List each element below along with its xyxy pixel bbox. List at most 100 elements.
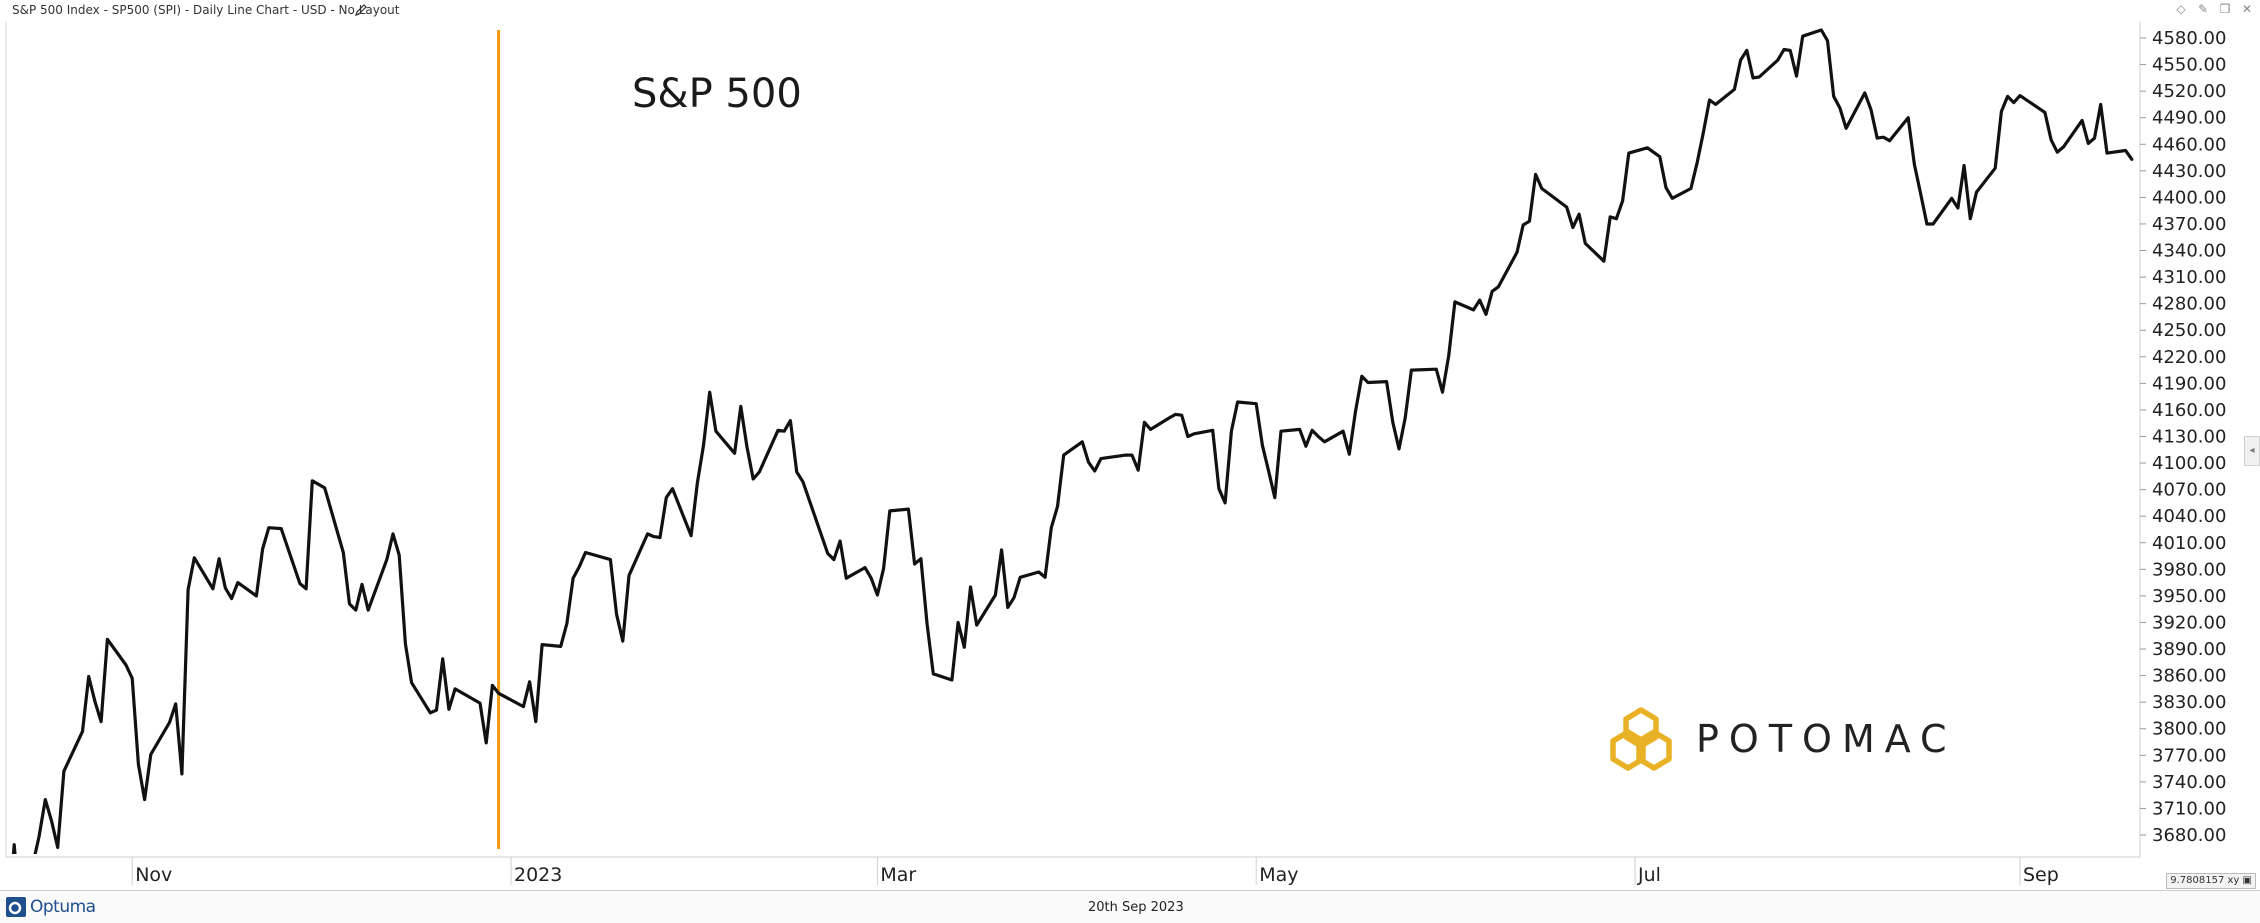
data-point: [18, 852, 22, 856]
y-axis-tick-label: 4100.00: [2152, 453, 2226, 474]
data-point: [1527, 219, 1531, 223]
data-point: [1795, 74, 1799, 78]
data-point: [695, 481, 699, 485]
collapse-panel-button[interactable]: ◂: [2244, 436, 2260, 466]
data-point: [453, 687, 457, 691]
data-point: [1496, 285, 1500, 289]
data-point: [1093, 469, 1097, 473]
data-point: [304, 587, 308, 591]
data-point: [1956, 206, 1960, 210]
data-point: [795, 470, 799, 474]
data-point: [1062, 453, 1066, 457]
data-point: [2062, 145, 2066, 149]
y-axis-tick-label: 3920.00: [2152, 612, 2226, 633]
data-point: [2049, 138, 2053, 142]
y-axis-tick-label: 4130.00: [2152, 427, 2226, 448]
data-point: [1267, 469, 1271, 473]
data-point: [1739, 58, 1743, 62]
data-point: [385, 558, 389, 562]
data-point: [950, 678, 954, 682]
data-point: [1534, 172, 1538, 176]
y-axis-tick-label: 4340.00: [2152, 241, 2226, 262]
data-point: [1304, 444, 1308, 448]
data-point: [627, 574, 631, 578]
data-point: [1701, 131, 1705, 135]
data-point: [1540, 187, 1544, 191]
data-point: [1192, 432, 1196, 436]
data-point: [1037, 570, 1041, 574]
scale-readout[interactable]: 9.7808157 xy ▣: [2166, 873, 2256, 889]
y-axis-tick-label: 4490.00: [2152, 108, 2226, 129]
data-point: [1776, 58, 1780, 62]
data-point: [1832, 94, 1836, 98]
data-point: [81, 729, 85, 733]
data-point: [2099, 102, 2103, 106]
data-point: [323, 486, 327, 490]
data-point: [838, 539, 842, 543]
data-point: [230, 597, 234, 601]
data-point: [1708, 98, 1712, 102]
data-point: [956, 621, 960, 625]
y-axis-tick-label: 3950.00: [2152, 586, 2226, 607]
data-point: [441, 657, 445, 661]
data-point: [1869, 108, 1873, 112]
data-point: [124, 663, 128, 667]
data-point: [1968, 217, 1972, 221]
data-point: [1049, 526, 1053, 530]
data-point: [1999, 110, 2003, 114]
data-point: [962, 645, 966, 649]
y-axis-tick-label: 4400.00: [2152, 187, 2226, 208]
potomac-logo-text: POTOMAC: [1696, 717, 1957, 761]
data-point: [2080, 118, 2084, 122]
data-point: [1993, 166, 1997, 170]
data-point: [869, 576, 873, 580]
diamond-icon[interactable]: ◇: [2176, 2, 2186, 16]
data-point: [1397, 447, 1401, 451]
data-point: [37, 835, 41, 839]
series-line[interactable]: [8, 28, 2134, 890]
x-axis-tick-label: Jul: [1637, 864, 1661, 886]
chart-area[interactable]: 3680.00 3710.00 3740.00 3770.00 3800.00 3830.…: [0, 0, 2260, 890]
optuma-brand[interactable]: Optuma: [6, 897, 96, 917]
data-point: [801, 480, 805, 484]
data-point: [180, 772, 184, 776]
data-point: [1621, 199, 1625, 203]
x-axis[interactable]: Nov 2023 Mar May Jul Sep: [131, 857, 2059, 886]
data-point: [919, 557, 923, 561]
close-icon[interactable]: ✕: [2241, 2, 2253, 16]
data-point: [360, 582, 364, 586]
data-point: [1912, 163, 1916, 167]
data-point: [652, 535, 656, 539]
data-point: [1670, 196, 1674, 200]
y-axis-tick-label: 4370.00: [2152, 214, 2226, 235]
chart-title-bar-text: S&P 500 Index - SP500 (SPI) - Daily Line…: [12, 3, 400, 17]
y-axis-tick-label: 3740.00: [2152, 772, 2226, 793]
data-point: [708, 390, 712, 394]
data-point: [1391, 420, 1395, 424]
data-point: [882, 566, 886, 570]
restore-icon[interactable]: ❐: [2219, 2, 2231, 16]
data-point: [1217, 487, 1221, 491]
data-point: [1645, 146, 1649, 150]
data-point: [1614, 217, 1618, 221]
data-point: [993, 593, 997, 597]
data-point: [1453, 300, 1457, 304]
data-point: [559, 644, 563, 648]
pin-icon[interactable]: ✎: [2197, 2, 2209, 16]
data-point: [1167, 416, 1171, 420]
data-point: [534, 720, 538, 724]
y-axis-tick-label: 4550.00: [2152, 55, 2226, 76]
data-point: [1751, 76, 1755, 80]
y-axis-tick-label: 3680.00: [2152, 825, 2226, 846]
data-point: [1788, 48, 1792, 52]
pencil-icon[interactable]: [354, 3, 368, 17]
data-point: [931, 672, 935, 676]
lock-icon: ▣: [2242, 875, 2252, 886]
footer-date: 20th Sep 2023: [1088, 900, 1184, 915]
data-point: [1409, 368, 1413, 372]
y-axis[interactable]: 3680.00 3710.00 3740.00 3770.00 3800.00 3830.…: [2140, 28, 2226, 846]
data-point: [1223, 501, 1227, 505]
data-point: [391, 532, 395, 536]
data-point: [1732, 87, 1736, 91]
data-point: [658, 536, 662, 540]
